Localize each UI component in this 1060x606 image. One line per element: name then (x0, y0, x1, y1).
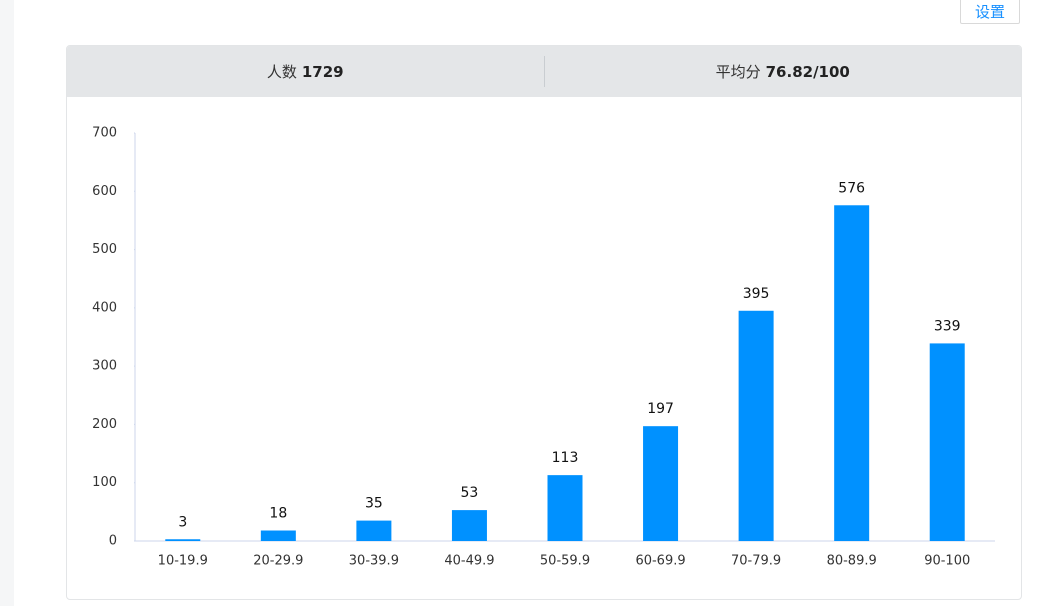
bar (738, 310, 774, 541)
stats-header: 人数 1729 平均分 76.82/100 (67, 46, 1021, 97)
x-tick-label: 90-100 (924, 554, 970, 569)
stat: 平均分 76.82/100 (545, 46, 1022, 97)
y-tick-label: 600 (92, 184, 117, 199)
stat-value: 1729 (301, 62, 344, 81)
y-tick-label: 400 (92, 300, 117, 315)
x-tick-label: 70-79.9 (731, 554, 781, 569)
divider (543, 56, 545, 87)
x-tick-label: 10-19.9 (158, 554, 208, 569)
value-label: 339 (934, 318, 961, 334)
stat-value: 76.82/100 (765, 62, 850, 81)
x-tick-label: 30-39.9 (349, 554, 399, 569)
value-label: 18 (269, 506, 287, 522)
value-label: 197 (647, 401, 674, 417)
x-tick-label: 20-29.9 (253, 554, 303, 569)
y-tick-label: 500 (92, 242, 117, 257)
side-strip (0, 0, 14, 606)
value-label: 3 (178, 514, 187, 530)
y-tick-label: 300 (92, 359, 117, 374)
bar (451, 510, 487, 541)
stat: 人数 1729 (67, 46, 544, 97)
bar (547, 475, 583, 541)
y-tick-label: 200 (92, 417, 117, 432)
y-tick-label: 700 (92, 126, 117, 141)
settings-button[interactable]: 设置 (960, 0, 1020, 24)
bar (643, 426, 679, 541)
y-tick-label: 100 (92, 475, 117, 490)
y-tick-label: 0 (109, 534, 117, 549)
x-tick-label: 50-59.9 (540, 554, 590, 569)
value-label: 53 (461, 485, 479, 501)
bar (260, 530, 296, 541)
bar (834, 205, 870, 541)
x-tick-label: 40-49.9 (444, 554, 494, 569)
stat-label: 平均分 (715, 63, 761, 81)
bar (929, 343, 965, 541)
value-label: 35 (365, 496, 383, 512)
bar (165, 539, 201, 541)
x-tick-label: 60-69.9 (635, 554, 685, 569)
value-label: 395 (743, 286, 770, 302)
value-label: 113 (552, 450, 579, 466)
value-label: 576 (838, 180, 865, 196)
x-tick-label: 80-89.9 (827, 554, 877, 569)
bar (356, 520, 392, 541)
stat-label: 人数 (266, 63, 297, 81)
